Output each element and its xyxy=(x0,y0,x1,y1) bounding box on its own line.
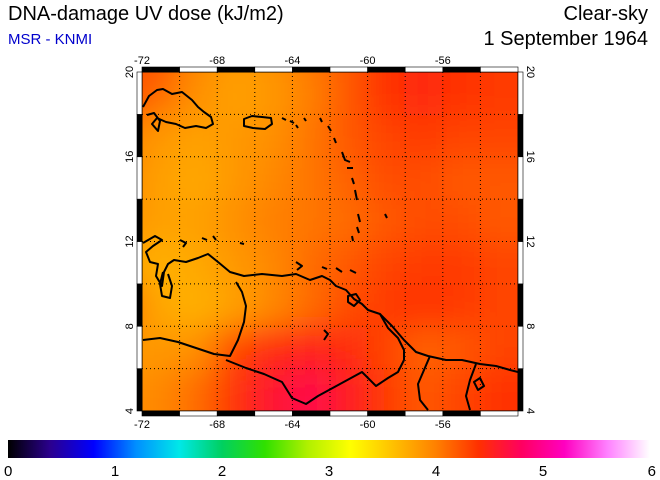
frame-segment-top xyxy=(216,66,256,73)
frame-segment-top xyxy=(442,66,481,73)
lat-tick-label-left: 12 xyxy=(124,235,136,247)
colorbar-labels: 0 1 2 3 4 5 6 xyxy=(4,463,656,480)
lon-tick-label-top: -60 xyxy=(360,55,376,67)
frame-segment-bottom xyxy=(254,410,293,417)
frame-segment-left xyxy=(136,283,143,327)
frame-segment-left xyxy=(136,325,143,369)
frame-segment-bottom xyxy=(141,410,180,417)
coastline-trinidad xyxy=(347,293,361,307)
source-label: MSR - KNMI xyxy=(8,31,93,48)
frame-segment-top xyxy=(179,66,218,73)
frame-segment-top xyxy=(254,66,293,73)
colorbar: 0 1 2 3 4 5 6 xyxy=(4,440,656,480)
border-venezuela-guyana xyxy=(379,313,405,360)
coastline-abc-islands xyxy=(179,235,357,274)
coastline-lake-maracaibo xyxy=(159,271,173,299)
coastline-lake xyxy=(323,329,329,341)
colorbar-tick-label: 4 xyxy=(432,463,440,480)
frame-segment-right xyxy=(517,283,524,327)
frame-segment-right xyxy=(517,198,524,242)
lat-tick-label-right: 8 xyxy=(524,323,536,329)
frame-segment-top xyxy=(480,66,519,73)
frame-segment-bottom xyxy=(329,410,368,417)
frame-segment-bottom xyxy=(292,410,331,417)
lon-tick-label-bottom: -68 xyxy=(209,419,225,431)
lat-tick-label-left: 20 xyxy=(124,66,136,78)
border-suriname-guiana xyxy=(465,363,477,411)
sky-condition-label: Clear-sky xyxy=(563,3,648,25)
frame-segment-top xyxy=(292,66,331,73)
coastlines xyxy=(142,88,518,411)
map-title: DNA-damage UV dose (kJ/m2) xyxy=(8,3,284,25)
colorbar-tick-label: 0 xyxy=(4,463,12,480)
frame-segment-right xyxy=(517,156,524,200)
frame-segment-left xyxy=(136,198,143,242)
lat-tick-label-left: 8 xyxy=(124,323,136,329)
frame-segment-top xyxy=(367,66,406,73)
lat-tick-label-right: 12 xyxy=(524,235,536,247)
lon-tick-label-bottom: -64 xyxy=(284,419,300,431)
coastline-lake-2 xyxy=(473,377,485,391)
lat-tick-label-right: 16 xyxy=(524,151,536,163)
date-label: 1 September 1964 xyxy=(483,28,648,50)
coastline-hispaniola xyxy=(142,88,214,132)
border-guyana-suriname xyxy=(417,355,431,411)
lon-tick-label-bottom: -56 xyxy=(435,419,451,431)
frame-segment-bottom xyxy=(480,410,519,417)
frame-segment-top xyxy=(141,66,180,73)
colorbar-tick-label: 5 xyxy=(539,463,547,480)
lat-tick-label-right: 20 xyxy=(524,66,536,78)
coastline-puerto-rico xyxy=(243,115,273,130)
lat-tick-label-right: 4 xyxy=(524,408,536,414)
map-border-ticks xyxy=(136,66,524,417)
lon-tick-label-top: -68 xyxy=(209,55,225,67)
frame-segment-left xyxy=(136,241,143,285)
lon-tick-label-top: -64 xyxy=(284,55,300,67)
frame-segment-top xyxy=(329,66,368,73)
lon-tick-label-bottom: -60 xyxy=(360,419,376,431)
lon-tick-label-top: -72 xyxy=(134,55,150,67)
border-colombia-venezuela xyxy=(142,281,247,357)
frame-segment-bottom xyxy=(179,410,218,417)
frame-segment-left xyxy=(136,114,143,158)
frame-segment-top xyxy=(404,66,444,73)
colorbar-tick-label: 2 xyxy=(218,463,226,480)
lon-tick-label-bottom: -72 xyxy=(134,419,150,431)
frame-segment-right xyxy=(517,325,524,369)
axis-labels: -72 -72 -68 -68 -64 -64 -60 -60 -56 -56 4 4 8 8 12 12 16… xyxy=(124,55,536,431)
frame-segment-left xyxy=(136,368,143,412)
border-venezuela-brazil xyxy=(225,359,405,405)
frame-segment-right xyxy=(517,71,524,115)
lon-tick-label-top: -56 xyxy=(435,55,451,67)
frame-segment-bottom xyxy=(216,410,256,417)
frame-segment-left xyxy=(136,71,143,115)
coastline-south-america xyxy=(142,235,518,373)
colorbar-tick-label: 3 xyxy=(325,463,333,480)
gridlines xyxy=(141,71,519,412)
frame-segment-bottom xyxy=(442,410,481,417)
frame-segment-left xyxy=(136,156,143,200)
heatmap-cell xyxy=(479,369,518,411)
frame-segment-right xyxy=(517,114,524,158)
lat-tick-label-left: 4 xyxy=(124,408,136,414)
colorbar-tick-label: 6 xyxy=(648,463,656,480)
lat-tick-label-left: 16 xyxy=(124,151,136,163)
colorbar-tick-label: 1 xyxy=(111,463,119,480)
colorbar-gradient xyxy=(8,440,650,458)
frame-segment-bottom xyxy=(367,410,406,417)
frame-segment-bottom xyxy=(404,410,444,417)
frame-segment-right xyxy=(517,241,524,285)
frame-segment-right xyxy=(517,368,524,412)
